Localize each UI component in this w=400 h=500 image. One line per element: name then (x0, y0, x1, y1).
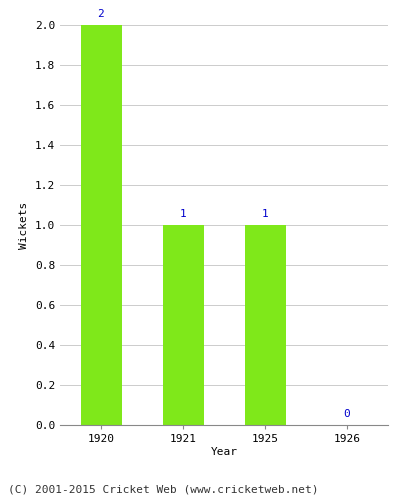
Bar (80, 25, 122, 425)
Text: 0: 0 (344, 409, 350, 419)
Bar (244, 225, 286, 425)
Bar (162, 225, 204, 425)
Text: (C) 2001-2015 Cricket Web (www.cricketweb.net): (C) 2001-2015 Cricket Web (www.cricketwe… (8, 485, 318, 495)
X-axis label: Year: Year (210, 447, 238, 457)
Y-axis label: Wickets: Wickets (19, 202, 29, 248)
Text: 1: 1 (180, 209, 186, 219)
Text: 1: 1 (262, 209, 268, 219)
Text: 2: 2 (98, 9, 104, 19)
